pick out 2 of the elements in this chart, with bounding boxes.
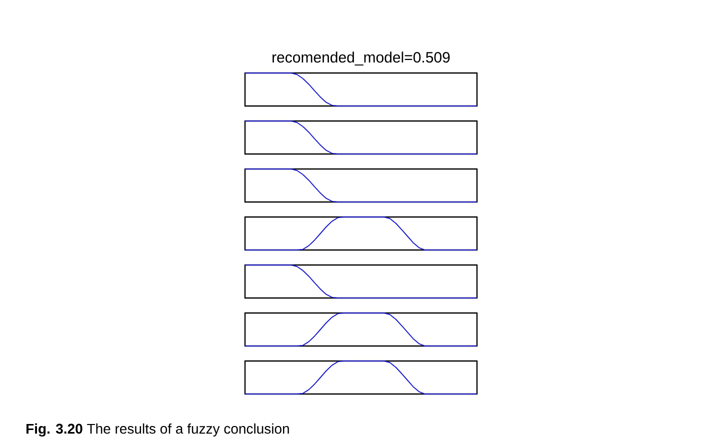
text: Fig. 3.20 The results of a fuzzy conclusion [26, 423, 289, 437]
chart-title: recomended_model=0.509 [272, 52, 450, 66]
